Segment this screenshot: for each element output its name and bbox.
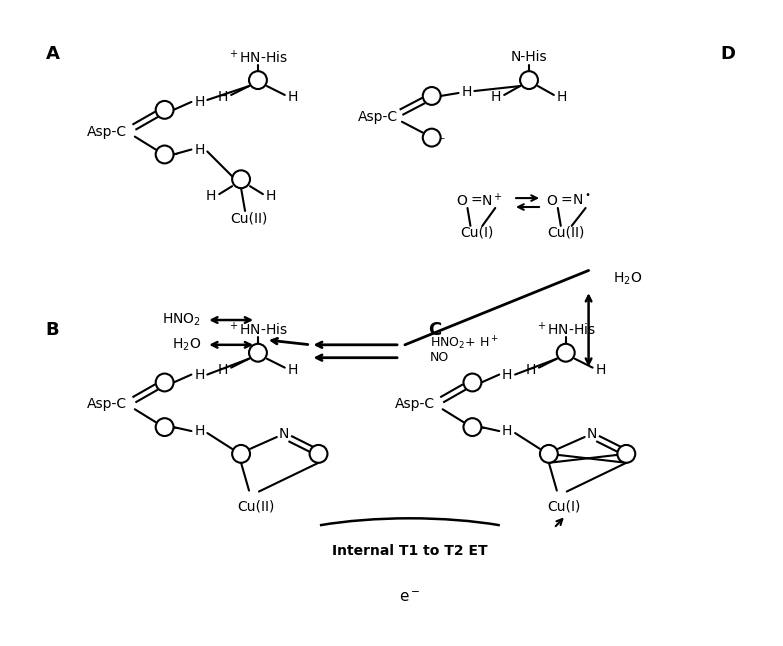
Text: =: =: [561, 194, 572, 208]
Text: e$^-$: e$^-$: [399, 590, 420, 605]
Text: B: B: [45, 321, 60, 339]
Text: N$^\bullet$: N$^\bullet$: [572, 194, 591, 208]
Circle shape: [232, 445, 250, 463]
Text: $^+$HN-His: $^+$HN-His: [227, 48, 288, 66]
Text: H$_2$O: H$_2$O: [172, 337, 201, 353]
Text: H: H: [194, 143, 204, 156]
Text: N-His: N-His: [511, 50, 547, 65]
Text: H: H: [557, 90, 567, 104]
Text: H: H: [491, 90, 501, 104]
Text: $^-$: $^-$: [170, 426, 179, 436]
Text: H: H: [265, 189, 276, 203]
Text: H: H: [287, 90, 298, 104]
Text: Cu(II): Cu(II): [547, 226, 584, 240]
Text: A: A: [45, 45, 60, 63]
Circle shape: [617, 445, 635, 463]
Text: H: H: [461, 85, 471, 99]
Text: NO: NO: [430, 351, 449, 364]
Text: Cu(I): Cu(I): [547, 499, 580, 514]
Text: H: H: [287, 362, 298, 377]
Text: H: H: [595, 362, 606, 377]
Circle shape: [232, 171, 250, 188]
Circle shape: [423, 129, 441, 147]
Text: N$^+$: N$^+$: [481, 193, 502, 210]
Text: H: H: [502, 368, 512, 382]
Text: H: H: [218, 362, 229, 377]
Text: D: D: [720, 45, 735, 63]
Text: H$_2$O: H$_2$O: [613, 270, 643, 287]
Text: HNO$_2$+ H$^+$: HNO$_2$+ H$^+$: [430, 334, 499, 351]
Text: Asp-C: Asp-C: [358, 110, 398, 124]
Text: O: O: [456, 194, 467, 208]
Circle shape: [540, 445, 557, 463]
Text: H: H: [194, 95, 204, 109]
Text: O: O: [547, 194, 557, 208]
Circle shape: [520, 71, 538, 89]
Circle shape: [464, 373, 482, 391]
Text: H: H: [218, 90, 229, 104]
Text: Asp-C: Asp-C: [87, 397, 127, 412]
Text: N: N: [279, 427, 289, 441]
Text: $^+$HN-His: $^+$HN-His: [536, 321, 597, 339]
Circle shape: [156, 145, 174, 163]
Text: $^-$: $^-$: [478, 426, 487, 436]
Text: N: N: [586, 427, 597, 441]
Circle shape: [309, 445, 327, 463]
Circle shape: [156, 101, 174, 119]
Text: Asp-C: Asp-C: [87, 125, 127, 139]
Text: H: H: [194, 368, 204, 382]
Text: H: H: [502, 424, 512, 438]
Text: $^-$: $^-$: [170, 152, 179, 162]
Text: =: =: [471, 194, 482, 208]
Circle shape: [423, 87, 441, 105]
Text: H: H: [206, 189, 216, 203]
Text: Cu(I): Cu(I): [460, 226, 494, 240]
Text: Asp-C: Asp-C: [395, 397, 435, 412]
Text: $^+$HN-His: $^+$HN-His: [227, 321, 288, 339]
Circle shape: [156, 418, 174, 436]
Text: Internal T1 to T2 ET: Internal T1 to T2 ET: [332, 544, 488, 558]
Text: $^-$: $^-$: [437, 136, 446, 147]
Text: H: H: [194, 424, 204, 438]
Circle shape: [464, 418, 482, 436]
Text: H: H: [526, 362, 536, 377]
Circle shape: [557, 344, 575, 362]
Circle shape: [249, 344, 267, 362]
Text: HNO$_2$: HNO$_2$: [162, 312, 201, 328]
Text: Cu(II): Cu(II): [237, 499, 275, 514]
Text: C: C: [428, 321, 442, 339]
Circle shape: [156, 373, 174, 391]
Text: Cu(II): Cu(II): [230, 212, 268, 226]
Circle shape: [249, 71, 267, 89]
